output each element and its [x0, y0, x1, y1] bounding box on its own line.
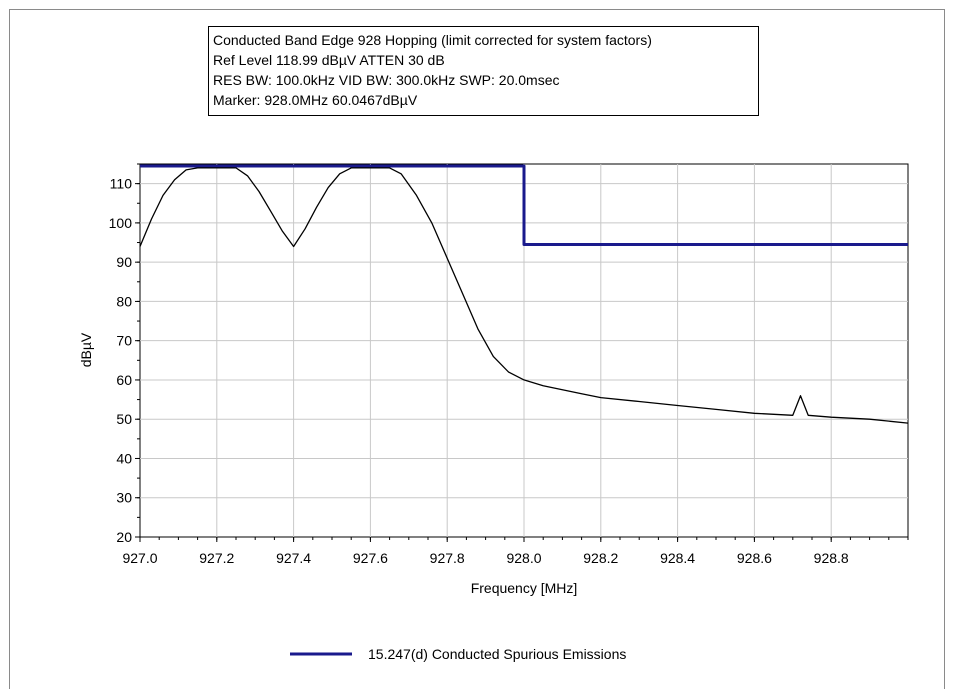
info-ref-level: Ref Level 118.99 dBµV ATTEN 30 dB — [213, 52, 445, 68]
y-tick-label: 50 — [116, 411, 132, 427]
x-tick-label: 928.0 — [506, 550, 541, 566]
x-tick-label: 927.0 — [122, 550, 157, 566]
x-tick-label: 928.2 — [583, 550, 618, 566]
chart-svg: 927.0 927.2 927.4 927.6 927.8 928.0 928.2 928.4… — [78, 163, 909, 662]
info-marker: Marker: 928.0MHz 60.0467dBµV — [213, 92, 418, 108]
x-tick-label: 928.6 — [737, 550, 772, 566]
y-tick-label: 30 — [116, 490, 132, 506]
series-group — [139, 164, 909, 424]
x-axis-title: Frequency [MHz] — [471, 580, 578, 596]
info-box: Conducted Band Edge 928 Hopping (limit c… — [208, 26, 759, 116]
x-tick-label: 928.8 — [814, 550, 849, 566]
info-bandwidth: RES BW: 100.0kHz VID BW: 300.0kHz SWP: 2… — [213, 72, 560, 88]
x-tick-label: 927.2 — [199, 550, 234, 566]
x-tick-label: 927.8 — [430, 550, 465, 566]
x-tick-label: 927.6 — [353, 550, 388, 566]
emission-trace — [139, 167, 909, 424]
y-tick-label: 100 — [109, 215, 133, 231]
y-tick-label: 80 — [116, 293, 132, 309]
legend-label: 15.247(d) Conducted Spurious Emissions — [368, 646, 626, 662]
chart-frame — [9, 9, 945, 689]
y-tick-label: 90 — [116, 254, 132, 270]
info-title: Conducted Band Edge 928 Hopping (limit c… — [213, 32, 652, 48]
limit-line — [140, 164, 908, 246]
y-tick-label: 110 — [110, 176, 133, 192]
y-tick-label: 70 — [116, 333, 132, 349]
y-tick-label: 20 — [116, 529, 132, 545]
y-tick-label: 40 — [116, 450, 132, 466]
y-tick-label: 60 — [116, 372, 132, 388]
x-tick-label: 928.4 — [660, 550, 695, 566]
y-axis-title: dBµV — [78, 332, 94, 367]
x-tick-label: 927.4 — [276, 550, 311, 566]
axis-ticks: 927.0 927.2 927.4 927.6 927.8 928.0 928.2 928.4… — [109, 163, 909, 566]
